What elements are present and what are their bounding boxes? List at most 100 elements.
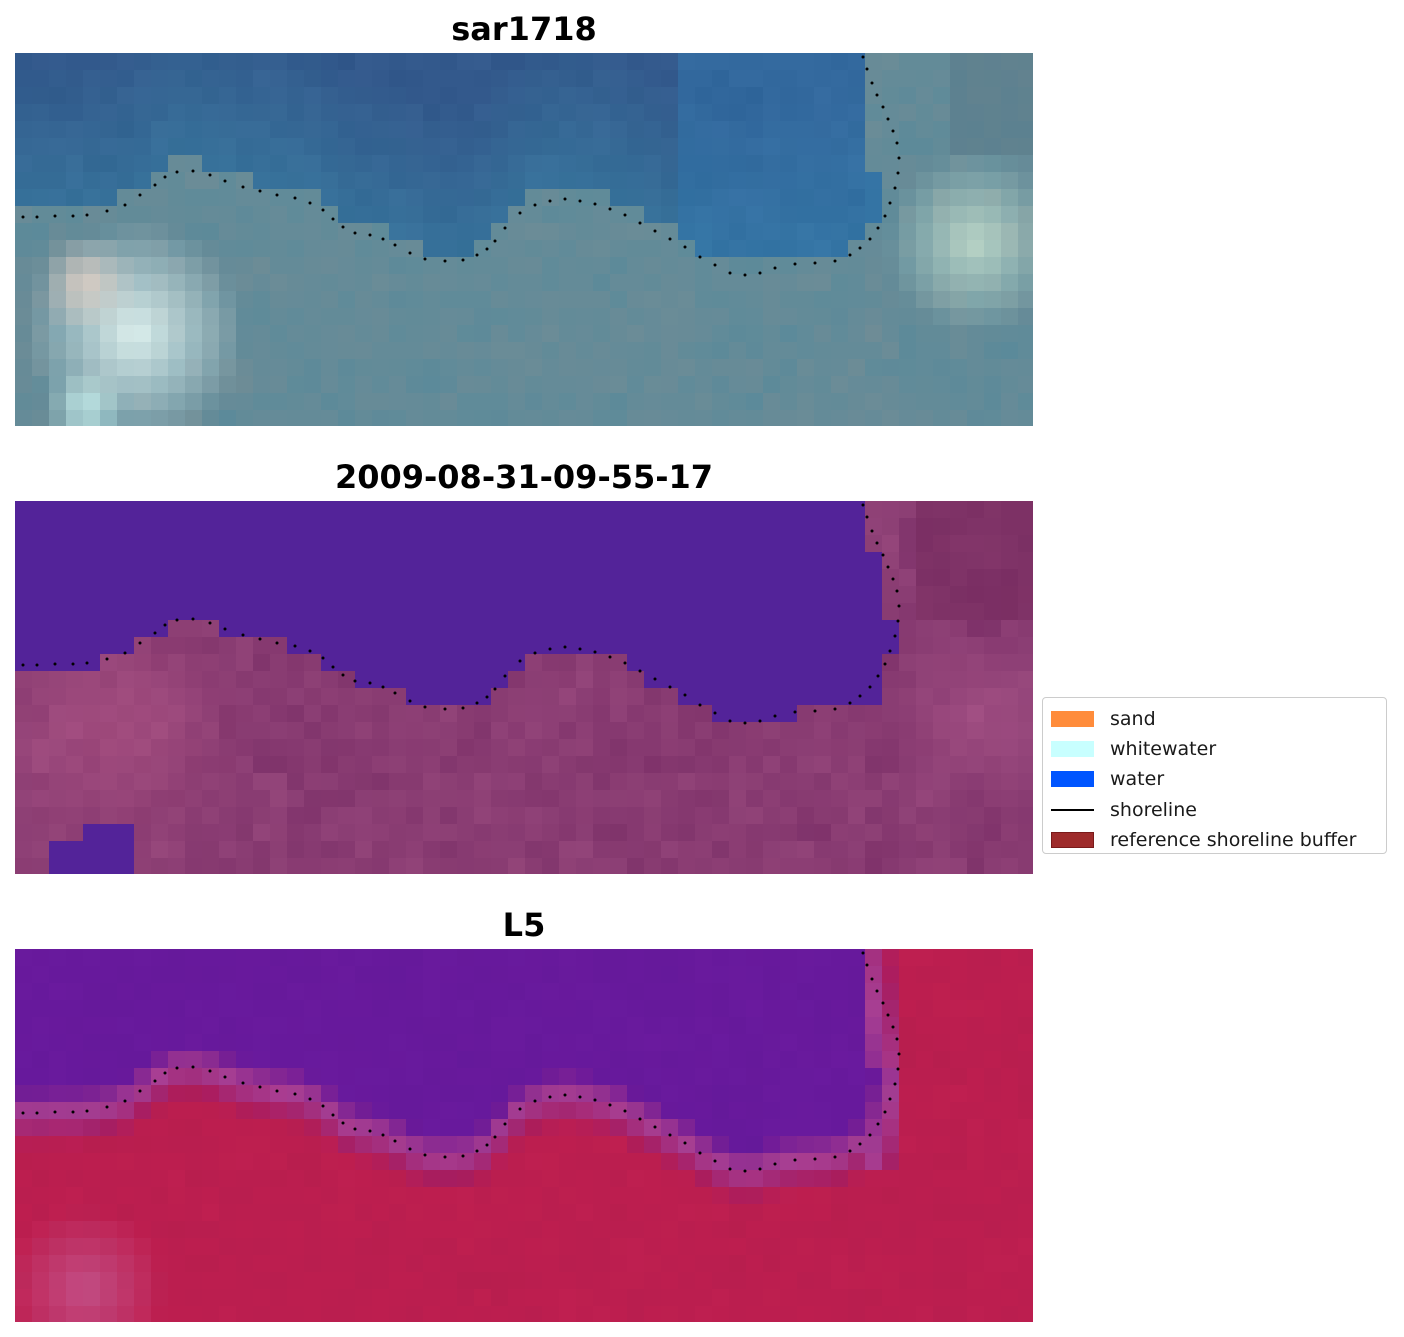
shoreline-point bbox=[668, 685, 672, 689]
legend-swatch bbox=[1051, 711, 1094, 728]
legend: sand whitewater water shoreline reference sh… bbox=[1042, 697, 1387, 854]
legend-swatch bbox=[1051, 771, 1094, 788]
shoreline-point bbox=[138, 193, 142, 197]
shoreline-point bbox=[223, 1075, 227, 1079]
shoreline-point bbox=[683, 1141, 687, 1145]
legend-swatch bbox=[1051, 808, 1094, 811]
shoreline-point bbox=[35, 215, 39, 219]
shoreline-point bbox=[683, 693, 687, 697]
shoreline-point bbox=[593, 1098, 597, 1102]
shoreline-point bbox=[773, 1162, 777, 1166]
shoreline-point bbox=[743, 273, 747, 277]
shoreline-point bbox=[368, 233, 372, 237]
shoreline-point bbox=[653, 1125, 657, 1129]
shoreline-point bbox=[886, 117, 890, 121]
shoreline-point bbox=[891, 1025, 895, 1029]
shoreline-point bbox=[138, 641, 142, 645]
shoreline-point bbox=[897, 604, 901, 608]
shoreline-point bbox=[341, 1121, 345, 1125]
shoreline-point bbox=[548, 647, 552, 651]
shoreline-point bbox=[71, 1110, 75, 1114]
shoreline-point bbox=[163, 175, 167, 179]
shoreline-point bbox=[886, 1013, 890, 1017]
shoreline-point bbox=[308, 649, 312, 653]
shoreline-point bbox=[533, 1099, 537, 1103]
shoreline-point bbox=[833, 259, 837, 263]
shoreline-point bbox=[896, 619, 900, 623]
shoreline-point bbox=[423, 257, 427, 261]
shoreline-point bbox=[891, 129, 895, 133]
shoreline-point bbox=[321, 1104, 325, 1108]
shoreline-point bbox=[793, 262, 797, 266]
shoreline-point bbox=[35, 663, 39, 667]
shoreline-point bbox=[893, 634, 897, 638]
shoreline-point bbox=[773, 266, 777, 270]
shoreline-point bbox=[608, 1103, 612, 1107]
shoreline-point bbox=[578, 1095, 582, 1099]
shoreline-point bbox=[153, 631, 157, 635]
shoreline-point bbox=[223, 179, 227, 183]
shoreline-point bbox=[123, 651, 127, 655]
shoreline-point bbox=[548, 199, 552, 203]
shoreline-point bbox=[208, 173, 212, 177]
shoreline-point bbox=[728, 271, 732, 275]
shoreline-point bbox=[683, 245, 687, 249]
shoreline-point bbox=[85, 1109, 89, 1113]
shoreline-point bbox=[883, 662, 887, 666]
legend-label: water bbox=[1110, 768, 1165, 791]
shoreline-point bbox=[608, 207, 612, 211]
shoreline-point bbox=[53, 662, 57, 666]
shoreline-point bbox=[533, 203, 537, 207]
shoreline-dots bbox=[21, 503, 901, 725]
shoreline-point bbox=[888, 649, 892, 653]
shoreline-point bbox=[461, 258, 465, 262]
shoreline-point bbox=[793, 710, 797, 714]
legend-label: reference shoreline buffer bbox=[1110, 828, 1357, 851]
shoreline-point bbox=[493, 1135, 497, 1139]
shoreline-point bbox=[861, 503, 865, 507]
shoreline-point bbox=[895, 141, 899, 145]
legend-item-reference-shoreline-buffer: reference shoreline buffer bbox=[1051, 825, 1378, 855]
shoreline-point bbox=[163, 623, 167, 627]
shoreline-point bbox=[258, 637, 262, 641]
shoreline-point bbox=[368, 1129, 372, 1133]
shoreline-point bbox=[105, 209, 109, 213]
shoreline-point bbox=[563, 645, 567, 649]
shoreline-point bbox=[758, 271, 762, 275]
shoreline-point bbox=[258, 189, 262, 193]
shoreline-point bbox=[85, 661, 89, 665]
raster-index bbox=[15, 949, 1033, 1322]
shoreline-point bbox=[105, 657, 109, 661]
shoreline-point bbox=[353, 1127, 357, 1131]
shoreline-point bbox=[533, 651, 537, 655]
shoreline-point bbox=[275, 193, 279, 197]
legend-label: shoreline bbox=[1110, 798, 1197, 821]
shoreline-point bbox=[503, 226, 507, 230]
legend-swatch bbox=[1051, 831, 1094, 848]
shoreline-point bbox=[858, 246, 862, 250]
shoreline-point bbox=[275, 1089, 279, 1093]
shoreline-point bbox=[321, 208, 325, 212]
shoreline-point bbox=[191, 169, 195, 173]
shoreline-point bbox=[813, 709, 817, 713]
shoreline-point bbox=[293, 196, 297, 200]
shoreline-point bbox=[175, 170, 179, 174]
shoreline-point bbox=[293, 1092, 297, 1096]
shoreline-point bbox=[321, 656, 325, 660]
shoreline-point bbox=[870, 529, 874, 533]
index-image-panel bbox=[15, 949, 1033, 1322]
shoreline-point bbox=[331, 1113, 335, 1117]
shoreline-point bbox=[341, 225, 345, 229]
shoreline-point bbox=[896, 171, 900, 175]
shoreline-point bbox=[393, 243, 397, 247]
shoreline-point bbox=[563, 197, 567, 201]
shoreline-point bbox=[241, 633, 245, 637]
shoreline-point bbox=[485, 695, 489, 699]
shoreline-point bbox=[833, 707, 837, 711]
shoreline-point bbox=[423, 705, 427, 709]
shoreline-point bbox=[21, 215, 25, 219]
shoreline-point bbox=[53, 214, 57, 218]
shoreline-point bbox=[881, 1001, 885, 1005]
panel-title-3: L5 bbox=[502, 906, 546, 944]
shoreline-point bbox=[895, 1037, 899, 1041]
